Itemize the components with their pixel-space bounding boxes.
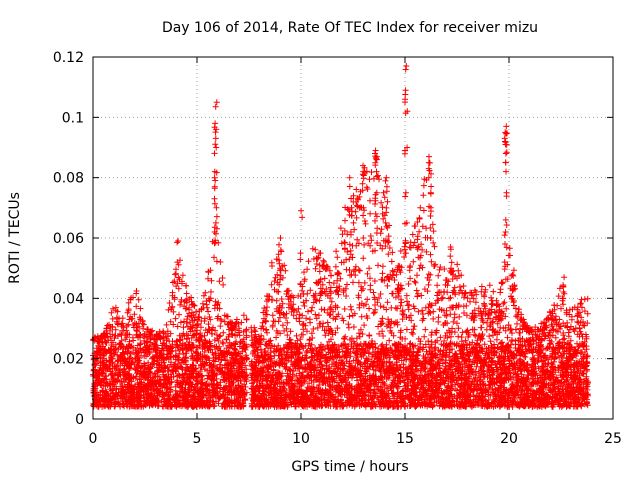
x-tick-label: 25	[604, 431, 622, 447]
grid-layer	[93, 57, 613, 419]
x-axis-label: GPS time / hours	[291, 459, 408, 475]
data-points-layer	[90, 63, 591, 410]
y-tick-label: 0	[75, 412, 84, 428]
x-tick-label: 0	[89, 431, 98, 447]
y-tick-label: 0.1	[62, 110, 84, 126]
axis-layer: 0 0.02 0.04 0.06 0.08 0.1 0.12 0 5 10 15 20 25	[53, 50, 622, 447]
x-tick-label: 5	[193, 431, 202, 447]
x-tick-label: 20	[500, 431, 518, 447]
y-tick-label: 0.06	[53, 231, 84, 247]
x-tick-label: 15	[396, 431, 414, 447]
chart-title: Day 106 of 2014, Rate Of TEC Index for r…	[162, 20, 538, 36]
y-tick-label: 0.04	[53, 291, 84, 307]
y-tick-label: 0.12	[53, 50, 84, 66]
y-tick-label: 0.02	[53, 352, 84, 368]
x-tick-label: 10	[292, 431, 310, 447]
y-axis-label: ROTI / TECUs	[7, 192, 23, 284]
roti-data-points	[90, 63, 591, 410]
y-tick-label: 0.08	[53, 171, 84, 187]
